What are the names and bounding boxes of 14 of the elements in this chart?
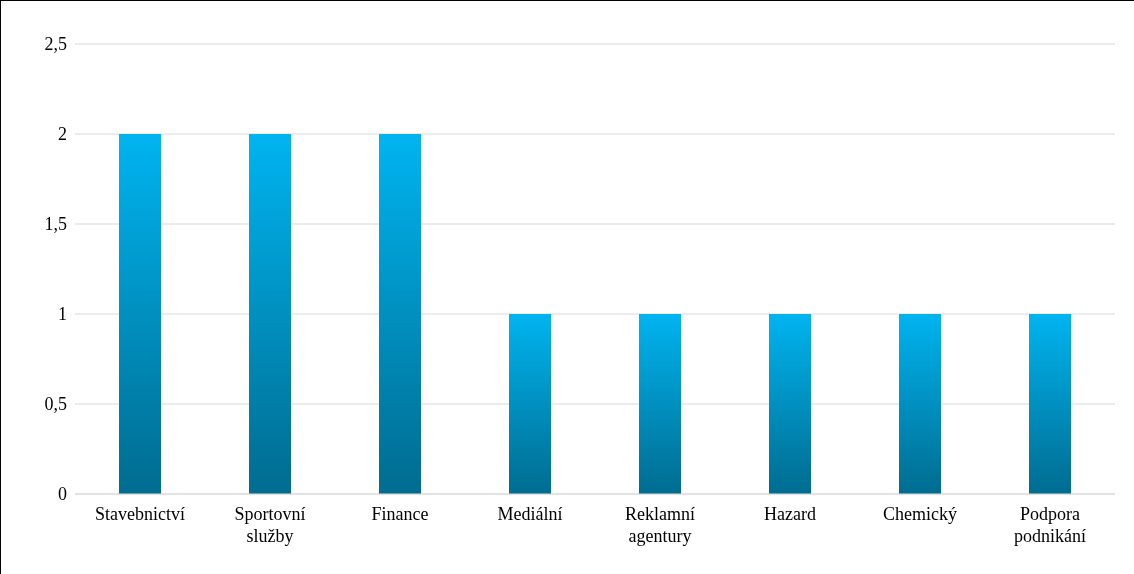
y-tick-label: 1,5 (44, 214, 67, 235)
x-tick-label: Mediální (497, 504, 563, 524)
x-tick-label: Hazard (764, 504, 816, 524)
y-tick-label: 2 (58, 124, 67, 145)
y-tick-label: 0,5 (44, 394, 67, 415)
x-tick-label: Reklamní agentury (625, 504, 695, 546)
y-tick-label: 0 (58, 484, 67, 505)
x-tick-label: Sportovní služby (234, 504, 306, 546)
y-tick-label: 1 (58, 304, 67, 325)
y-tick-label: 2,5 (44, 34, 67, 55)
x-tick-label: Podpora podnikání (1014, 504, 1086, 546)
x-tick-label: Chemický (883, 504, 957, 524)
x-tick-label: Finance (371, 504, 429, 524)
x-tick-label: Stavebnictví (95, 504, 185, 524)
